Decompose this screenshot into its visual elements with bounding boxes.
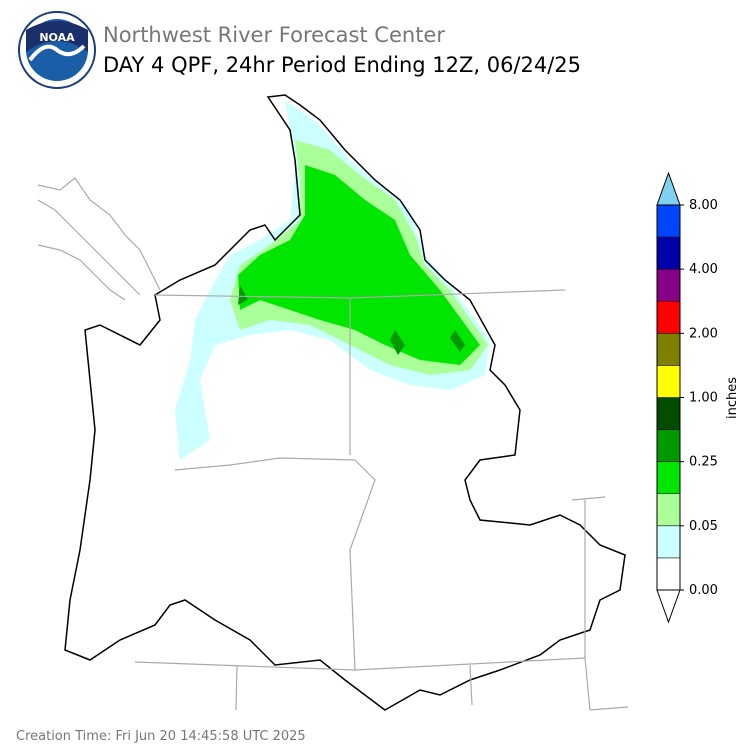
colorbar-tick-label: 0.05 — [689, 519, 718, 534]
colorbar-tick-label: 4.00 — [689, 262, 718, 277]
colorbar-tick-label: 2.00 — [689, 326, 718, 341]
logo-top — [26, 21, 88, 52]
creation-time: Creation Time: Fri Jun 20 14:45:58 UTC 2… — [16, 729, 306, 744]
colorbar-tick-label: 0.25 — [689, 455, 718, 470]
colorbar-bin — [657, 397, 680, 430]
colorbar-bin — [657, 493, 680, 526]
colorbar-bin — [657, 429, 680, 462]
map — [37, 94, 629, 711]
colorbar-over — [656, 171, 681, 206]
precip-green — [238, 285, 465, 355]
colorbar-tick-label: 8.00 — [689, 198, 718, 213]
precip-lime — [238, 165, 480, 365]
agency-name: Northwest River Forecast Center — [103, 23, 445, 47]
colorbar: 0.00 0.05 0.25 1.00 2.00 4.00 8.00 — [656, 171, 718, 624]
bc-coastline — [37, 177, 161, 301]
colorbar-under — [656, 589, 681, 624]
colorbar-bin — [657, 525, 680, 558]
map-title: DAY 4 QPF, 24hr Period Ending 12Z, 06/24… — [103, 53, 581, 77]
colorbar-bin — [657, 301, 680, 334]
logo: NOAA — [18, 11, 96, 89]
colorbar-bin — [657, 333, 680, 366]
logo-text: NOAA — [39, 31, 75, 44]
colorbar-tick-label: 1.00 — [689, 391, 718, 406]
colorbar-bin — [657, 205, 680, 238]
basin-outline — [64, 94, 626, 711]
colorbar-bin — [657, 365, 680, 398]
colorbar-bin — [657, 237, 680, 270]
logo-gull — [28, 44, 86, 62]
colorbar-label: inches — [725, 377, 740, 419]
colorbar-bin — [657, 557, 680, 590]
colorbar-tick-label: 0.00 — [689, 583, 718, 598]
colorbar-bin — [657, 269, 680, 302]
colorbar-bin — [657, 461, 680, 494]
state-lines — [134, 289, 629, 711]
